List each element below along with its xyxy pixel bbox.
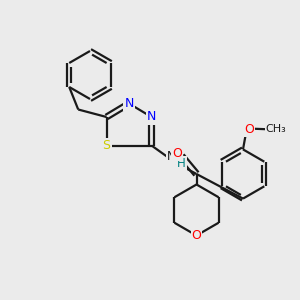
Text: O: O (172, 146, 182, 160)
Text: CH₃: CH₃ (266, 124, 286, 134)
Text: N: N (124, 97, 134, 110)
Text: N: N (147, 110, 156, 124)
Text: S: S (103, 139, 110, 152)
Text: H: H (177, 157, 186, 170)
Text: O: O (244, 123, 254, 136)
Text: O: O (192, 229, 201, 242)
Text: N: N (167, 150, 176, 164)
